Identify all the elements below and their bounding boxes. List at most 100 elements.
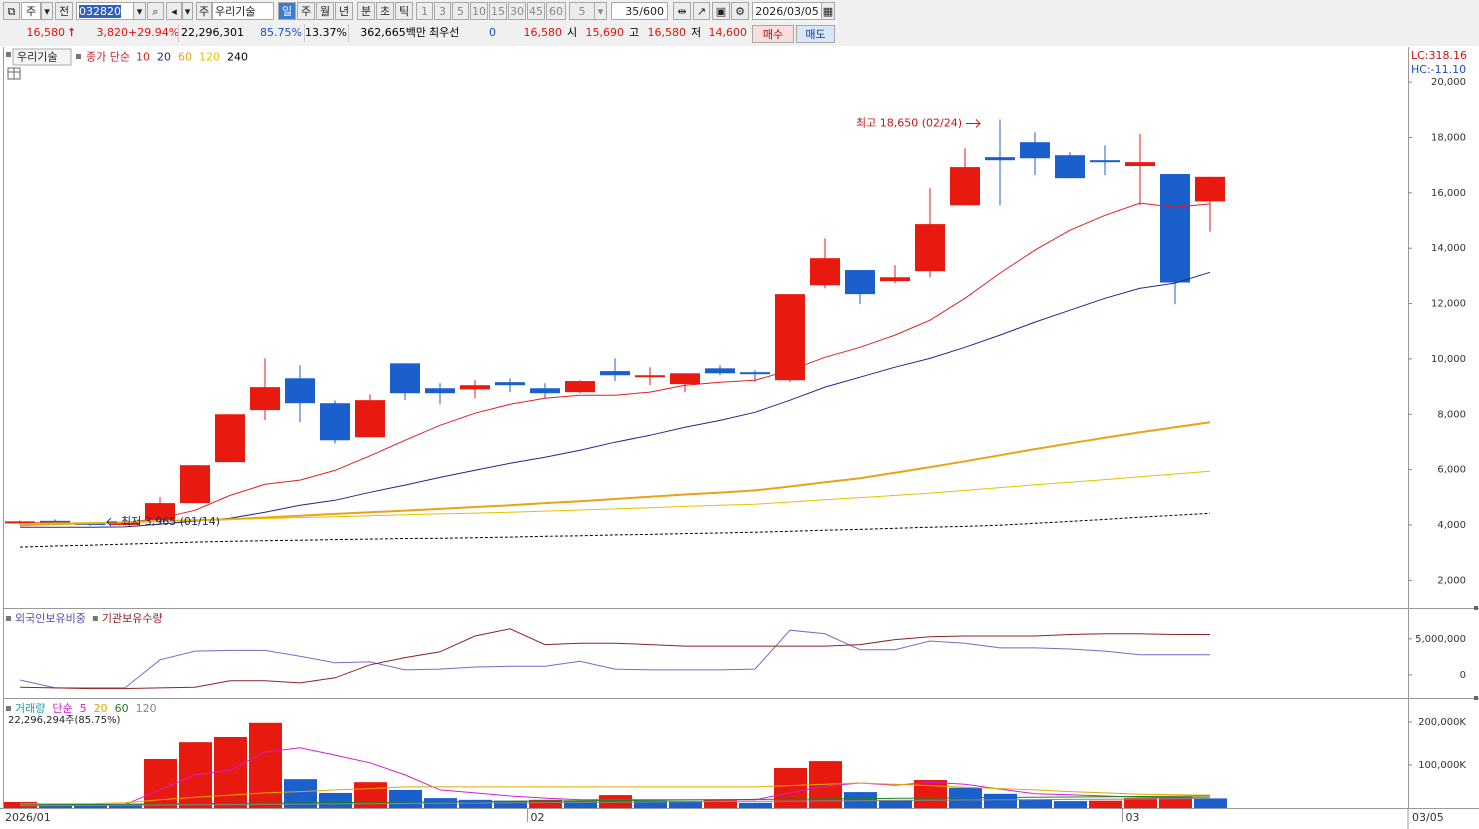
turnover: 13.37%: [304, 24, 347, 42]
volume-bar: [1019, 799, 1052, 808]
resize-handle[interactable]: [1474, 606, 1478, 610]
save-button[interactable]: ▣: [712, 2, 730, 20]
volume-info: 22,296,294주(85.75%): [8, 715, 120, 726]
tool-button[interactable]: ↗: [693, 2, 710, 20]
toolbar: ⧉ 주 ▾ 전 032820 ▾ ⌕ ◂ ▾ 주 우리기술 일 주 월 년 분 …: [0, 0, 1479, 47]
window-icon[interactable]: ⧉: [3, 2, 20, 20]
candle-body: [530, 388, 560, 394]
interval-button[interactable]: 10: [470, 2, 488, 20]
candle-body: [670, 373, 700, 385]
date-input[interactable]: 2026/03/05: [752, 2, 822, 20]
candle-body: [565, 381, 595, 393]
stock-box: [12, 48, 72, 66]
period-button[interactable]: 주: [297, 2, 315, 20]
dropdown[interactable]: ▾: [182, 2, 193, 20]
settings-button[interactable]: ⚙: [731, 2, 749, 20]
volume-bar: [774, 767, 807, 808]
candle-body: [250, 387, 280, 411]
volume-average: [20, 747, 1210, 806]
annotation-arrow: [966, 119, 981, 128]
legend-marker: [92, 616, 98, 621]
candle-body: [880, 277, 910, 282]
annotation-low: 최저 3,965 (01/14): [121, 515, 220, 528]
legend-entry: 20: [94, 702, 108, 715]
y-tick-label: 14,000: [1431, 243, 1466, 254]
volume-bar: [109, 804, 142, 808]
dropdown[interactable]: ▾: [594, 2, 607, 20]
candle-body: [810, 258, 840, 286]
resize-handle[interactable]: [1474, 696, 1478, 700]
interval-button[interactable]: 3: [434, 2, 451, 20]
volume-bar: [1054, 801, 1087, 808]
candle-body: [600, 371, 630, 376]
tool-button[interactable]: ⇹: [673, 2, 691, 20]
candle-body: [705, 368, 735, 374]
y-tick-label: 16,000: [1431, 188, 1466, 199]
stock-name[interactable]: 우리기술: [212, 2, 274, 20]
candle-body: [355, 400, 385, 438]
candle-body: [180, 465, 210, 504]
market-select[interactable]: 주: [21, 2, 41, 20]
legend-entry: 외국인보유비중: [15, 612, 86, 625]
candle-body: [1160, 174, 1190, 283]
interval-button[interactable]: 5: [452, 2, 469, 20]
volume-bar: [1194, 798, 1227, 808]
candle-body: [635, 375, 665, 378]
line-series: [19, 628, 1210, 690]
volume-bar: [704, 800, 737, 808]
search-button[interactable]: ⌕: [147, 2, 164, 20]
candle-body: [1090, 160, 1120, 163]
legend-label: 단순: [52, 702, 72, 715]
interval-button[interactable]: 60: [546, 2, 566, 20]
volume-average: [20, 782, 1211, 805]
calendar-button[interactable]: ▦: [821, 2, 835, 20]
prev-button[interactable]: 전: [55, 2, 73, 20]
period-button[interactable]: 일: [278, 2, 296, 20]
legend-entry: 20: [157, 51, 171, 64]
legend-entry: 120: [199, 51, 220, 64]
sound-button[interactable]: ◂: [166, 2, 182, 20]
code-input[interactable]: 032820: [76, 2, 134, 20]
count-input[interactable]: 35/600: [611, 2, 668, 20]
x-tick-label: 02: [531, 811, 545, 824]
y-tick-label: 4,000: [1437, 520, 1466, 531]
dropdown[interactable]: ▾: [133, 2, 146, 20]
interval-button[interactable]: 1: [416, 2, 433, 20]
open-label: 시: [567, 26, 578, 39]
candle-body: [985, 157, 1015, 161]
price: 16,580: [26, 26, 66, 39]
period-button[interactable]: 틱: [395, 2, 413, 20]
candle-body: [1125, 162, 1155, 167]
volume-bar: [389, 789, 422, 808]
low: 14,600: [708, 26, 748, 39]
dropdown[interactable]: ▾: [41, 2, 53, 20]
volume-bar: [1124, 798, 1157, 808]
volume-bar: [529, 799, 562, 808]
period-button[interactable]: 초: [376, 2, 394, 20]
stock-icon[interactable]: 주: [196, 2, 212, 20]
volume-bar: [214, 737, 247, 808]
legend-marker: [6, 616, 11, 621]
interval-combo[interactable]: 5: [569, 2, 595, 20]
candle-body: [950, 167, 980, 206]
interval-button[interactable]: 30: [508, 2, 526, 20]
period-button[interactable]: 월: [316, 2, 334, 20]
low-label: 저: [691, 26, 702, 39]
y-tick-label: 5,000,000: [1415, 634, 1466, 645]
candle-body: [425, 388, 455, 394]
legend-title: 거래량: [15, 702, 45, 715]
legend-label: 종가 단순: [86, 51, 130, 64]
interval-button[interactable]: 45: [527, 2, 545, 20]
buy-button[interactable]: 매수: [752, 25, 794, 43]
period-button[interactable]: 분: [357, 2, 375, 20]
volume-bar: [634, 800, 667, 808]
moving-average: [19, 512, 1211, 548]
interval-button[interactable]: 15: [489, 2, 507, 20]
sell-button[interactable]: 매도: [796, 25, 835, 43]
candle-body: [145, 503, 175, 521]
period-button[interactable]: 년: [335, 2, 353, 20]
hc-label: HC:-11.10: [1411, 63, 1466, 76]
y-tick-label: 6,000: [1437, 465, 1466, 476]
legend-icon: [6, 52, 11, 57]
